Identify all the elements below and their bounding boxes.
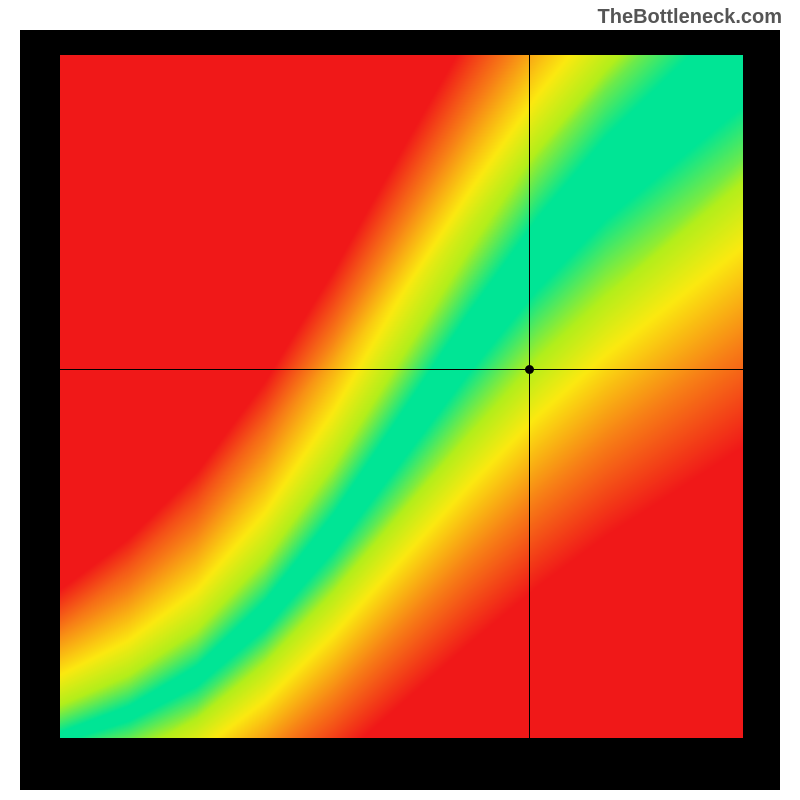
- watermark: TheBottleneck.com: [598, 6, 782, 29]
- crosshair-vertical: [529, 55, 530, 738]
- bottleneck-heatmap: [60, 55, 743, 738]
- chart-frame: [20, 30, 780, 790]
- crosshair-horizontal: [60, 369, 743, 370]
